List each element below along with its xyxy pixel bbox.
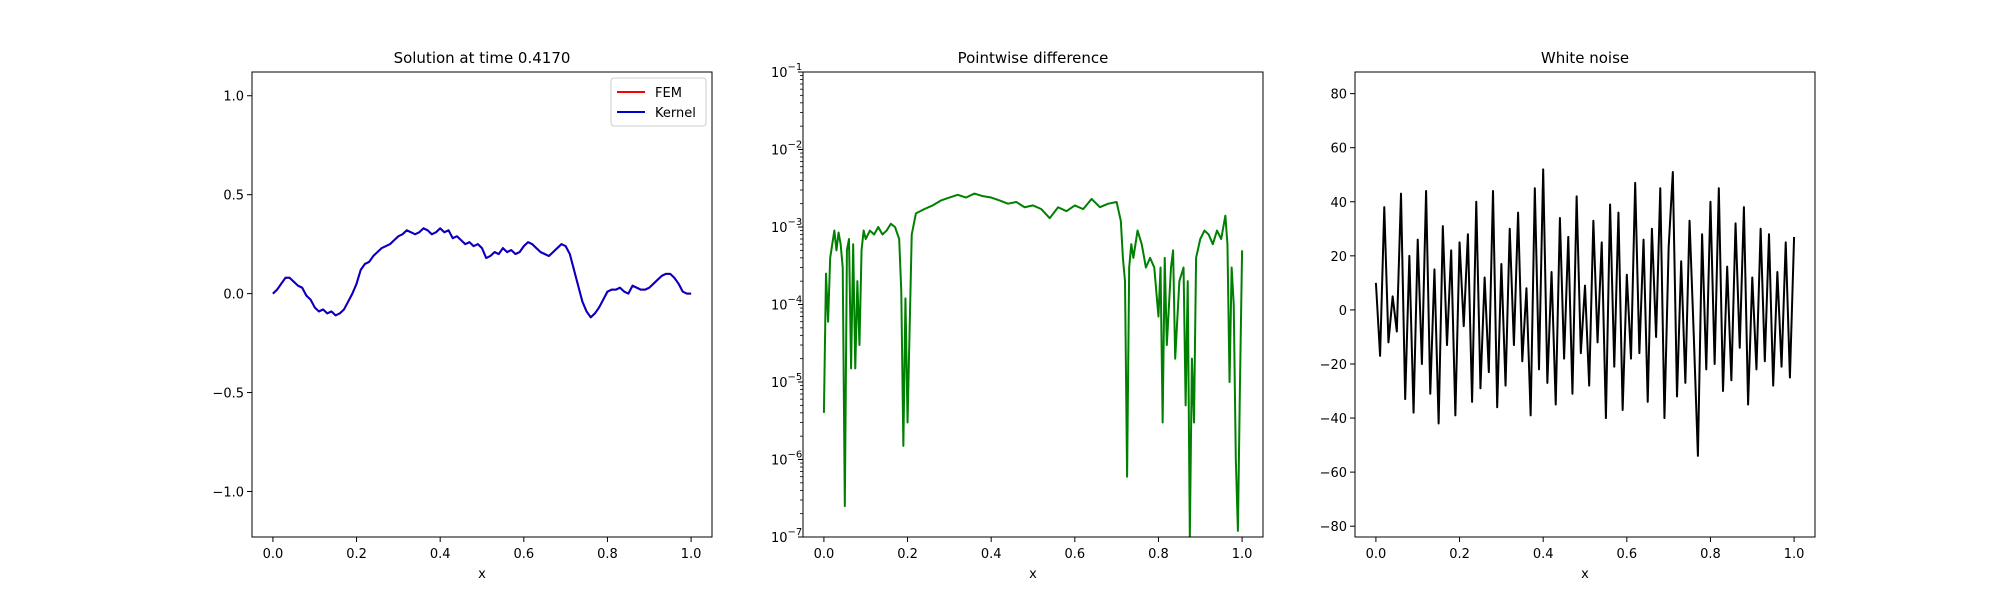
x-tick-label: 0.6	[1064, 547, 1085, 562]
y-tick-label: −60	[1320, 466, 1347, 481]
x-tick-label: 1.0	[1784, 547, 1805, 562]
series-line-series-0	[822, 192, 1244, 537]
x-tick-label: 0.8	[597, 547, 618, 562]
x-axis-label: x	[1581, 567, 1589, 582]
y-ticks: −1.0 −0.5 0.0 0.5 1.0	[212, 90, 252, 500]
panel-difference: Pointwise difference x 0.0 0.2 0.4 0.6 0.8 1.…	[771, 49, 1264, 582]
y-tick-label: 1.0	[223, 90, 244, 105]
plot-area	[822, 192, 1244, 537]
series-line-series-0	[1374, 168, 1796, 457]
plot-area	[1374, 168, 1796, 457]
x-tick-label: 0.2	[897, 547, 918, 562]
x-ticks: 0.0 0.2 0.4 0.6 0.8 1.0	[1366, 537, 1805, 562]
x-tick-label: 0.8	[1148, 547, 1169, 562]
x-tick-label: 0.4	[430, 547, 451, 562]
panel-solution: Solution at time 0.4170 x 0.0 0.2 0.4 0.6 0.…	[212, 49, 713, 582]
x-tick-label: 0.2	[346, 547, 367, 562]
axes-frame	[1354, 71, 1816, 538]
series-line-kernel	[272, 227, 692, 319]
legend-label-fem: FEM	[655, 86, 682, 101]
x-tick-label: 0.6	[513, 547, 534, 562]
y-ticks: −80 −60 −40 −20 0 20 40 60 80	[1320, 88, 1355, 535]
x-axis-label: x	[1029, 567, 1037, 582]
panel-white-noise: White noise x 0.0 0.2 0.4 0.6 0.8 1.0 −80−60−…	[1320, 49, 1816, 582]
legend-label-kernel: Kernel	[655, 106, 696, 121]
y-tick-label: −80	[1320, 520, 1347, 535]
y-tick-label: 60	[1330, 142, 1347, 157]
y-tick-label: 80	[1330, 88, 1347, 103]
panel-title: White noise	[1541, 49, 1629, 67]
legend-box	[610, 77, 707, 127]
y-tick-label: −0.5	[212, 387, 244, 402]
x-tick-label: 0.0	[263, 547, 284, 562]
axes-frame	[251, 71, 713, 538]
y-tick-label: −1.0	[212, 485, 244, 500]
plot-area	[272, 227, 692, 319]
y-tick-label: 40	[1330, 196, 1347, 211]
legend: FEM Kernel	[610, 77, 707, 127]
x-tick-label: 0.4	[981, 547, 1002, 562]
x-tick-label: 0.8	[1700, 547, 1721, 562]
x-tick-label: 0.0	[1366, 547, 1387, 562]
x-axis-label: x	[478, 567, 486, 582]
y-tick-label: −40	[1320, 412, 1347, 427]
y-tick-label: 0	[1339, 304, 1347, 319]
y-tick-label: −20	[1320, 358, 1347, 373]
x-ticks: 0.0 0.2 0.4 0.6 0.8 1.0	[263, 537, 702, 562]
y-tick-label: 0.5	[223, 189, 244, 204]
y-tick-label: 20	[1330, 250, 1347, 265]
panel-title: Pointwise difference	[958, 49, 1109, 67]
x-tick-label: 1.0	[681, 547, 702, 562]
x-tick-label: 0.4	[1533, 547, 1554, 562]
x-ticks: 0.0 0.2 0.4 0.6 0.8 1.0	[814, 537, 1253, 562]
x-tick-label: 0.6	[1616, 547, 1637, 562]
panel-title: Solution at time 0.4170	[394, 49, 571, 67]
x-tick-label: 0.0	[814, 547, 835, 562]
y-tick-label: 0.0	[223, 288, 244, 303]
x-tick-label: 1.0	[1232, 547, 1253, 562]
x-tick-label: 0.2	[1449, 547, 1470, 562]
